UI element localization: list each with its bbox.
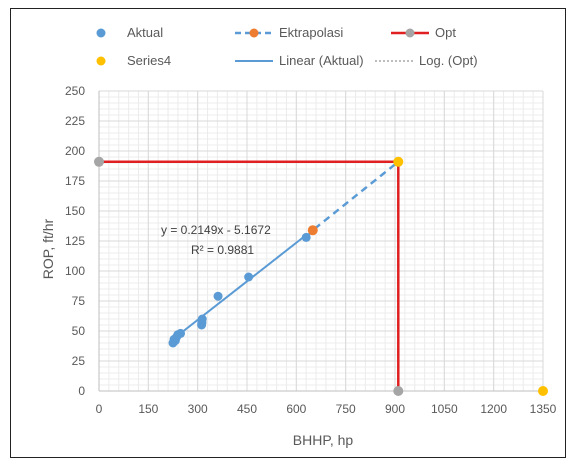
y-tick-label: 50 [72,324,86,338]
series4-point [538,386,548,396]
chart-frame: 0 150 300 450 600 750 900 1050 1200 1350 0 25 50 75 10… [10,8,566,458]
opt-marker [94,156,104,167]
legend-marker-opt [405,28,415,38]
y-tick-label: 175 [65,174,85,188]
plot-series [94,156,548,396]
trendline-annotation: y = 0.2149x - 5.1672 R² = 0.9881 [161,223,271,257]
legend-label: Log. (Opt) [419,53,478,68]
legend-label: Series4 [127,53,171,68]
legend-label: Linear (Aktual) [279,53,364,68]
legend: Aktual Ektrapolasi Opt Series4 Linear (Aktua… [96,25,478,68]
legend-marker-series4 [96,56,106,66]
y-tick-label: 25 [72,354,86,368]
x-tick-label: 1350 [530,402,557,416]
x-axis-title: BHHP, hp [293,432,354,448]
y-tick-label: 250 [65,84,85,98]
chart-canvas: 0 150 300 450 600 750 900 1050 1200 1350 0 25 50 75 10… [40,25,557,448]
x-tick-label: 300 [188,402,208,416]
extrapolation-point [307,225,318,236]
x-tick-label: 450 [237,402,257,416]
x-tick-label: 900 [385,402,405,416]
aktual-point [301,232,311,242]
trendline-r-squared: R² = 0.9881 [191,243,254,257]
aktual-point [244,272,254,282]
x-tick-label: 150 [138,402,158,416]
y-tick-label: 200 [65,144,85,158]
x-tick-label: 1200 [480,402,507,416]
opt-marker [393,386,404,396]
grid [98,90,544,392]
aktual-point [197,314,207,324]
y-tick-label: 100 [65,264,85,278]
legend-label: Ektrapolasi [279,25,343,40]
x-tick-label: 600 [286,402,306,416]
y-tick-label: 75 [72,294,86,308]
legend-marker-aktual [96,28,106,38]
x-tick-label: 1050 [431,402,458,416]
aktual-point [213,291,223,301]
aktual-point [176,328,186,338]
y-tick-label: 225 [65,114,85,128]
y-tick-label: 0 [78,384,85,398]
legend-label: Opt [435,25,456,40]
trendline-equation: y = 0.2149x - 5.1672 [161,223,271,237]
legend-marker-ektrapolasi [249,28,259,38]
y-tick-label: 150 [65,204,85,218]
legend-label: Aktual [127,25,163,40]
x-tick-label: 0 [96,402,103,416]
extrapolation-line [305,160,400,239]
axes: 0 150 300 450 600 750 900 1050 1200 1350 0 25 50 75 10… [65,84,557,416]
x-tick-label: 750 [336,402,356,416]
series4-point [393,156,404,167]
trendline-linear-aktual [171,234,307,341]
y-axis-title: ROP, ft/hr [40,218,56,279]
y-tick-label: 125 [65,234,85,248]
